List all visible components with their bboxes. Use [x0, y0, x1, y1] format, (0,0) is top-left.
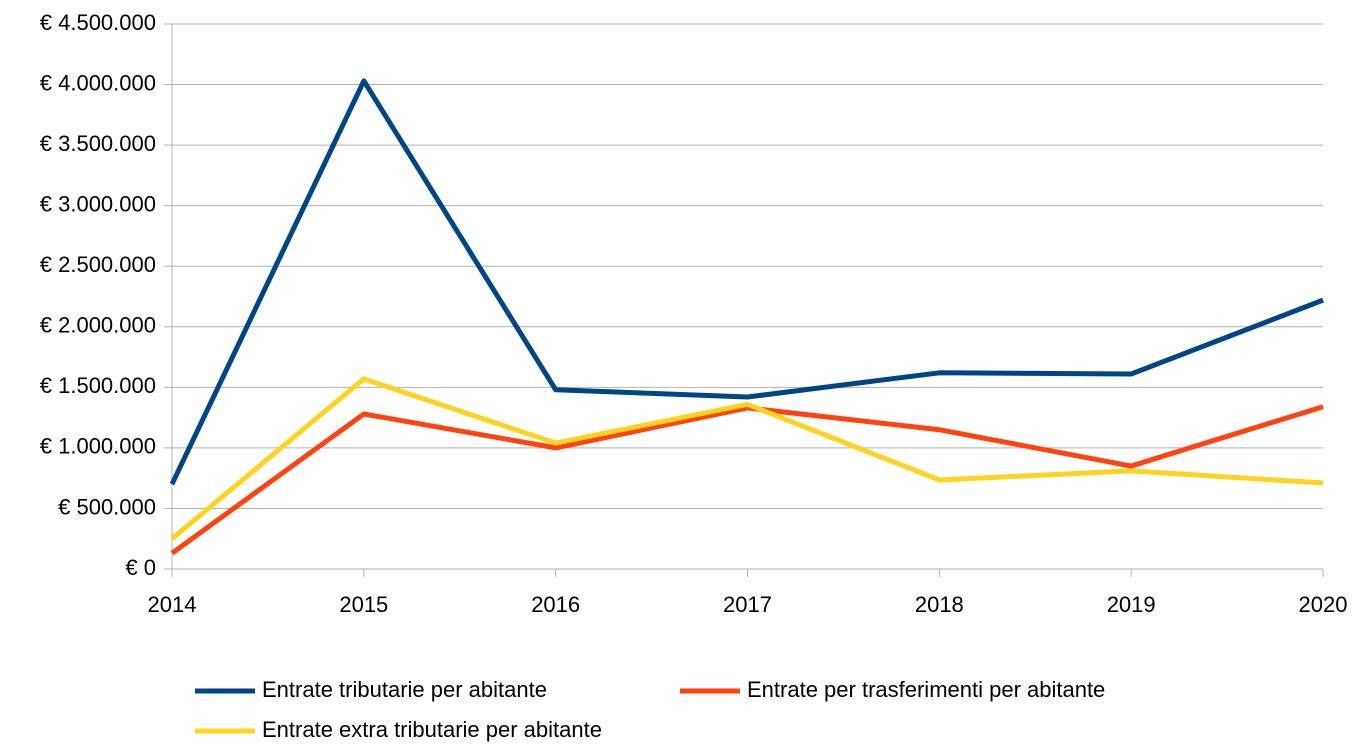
- legend-label: Entrate extra tributarie per abitante: [262, 717, 602, 742]
- x-tick-label: 2018: [915, 592, 964, 617]
- x-tick-label: 2017: [723, 592, 772, 617]
- legend-label: Entrate tributarie per abitante: [262, 677, 547, 702]
- y-tick-label: € 1.500.000: [40, 373, 156, 398]
- y-tick-label: € 3.500.000: [40, 131, 156, 156]
- series-line: [169, 78, 1324, 486]
- y-tick-label: € 500.000: [58, 494, 156, 519]
- y-tick-label: € 0: [125, 555, 156, 580]
- y-tick-label: € 3.000.000: [40, 191, 156, 216]
- x-tick-label: 2020: [1299, 592, 1348, 617]
- x-tick-label: 2015: [339, 592, 388, 617]
- legend-label: Entrate per trasferimenti per abitante: [747, 677, 1105, 702]
- y-tick-label: € 4.500.000: [40, 10, 156, 35]
- y-tick-label: € 1.000.000: [40, 434, 156, 459]
- y-tick-label: € 4.000.000: [40, 70, 156, 95]
- series-line: [170, 376, 1324, 541]
- x-tick-label: 2016: [531, 592, 580, 617]
- y-tick-label: € 2.500.000: [40, 252, 156, 277]
- y-tick-label: € 2.000.000: [40, 313, 156, 338]
- series-line: [170, 404, 1324, 556]
- x-tick-label: 2014: [148, 592, 197, 617]
- x-tick-label: 2019: [1107, 592, 1156, 617]
